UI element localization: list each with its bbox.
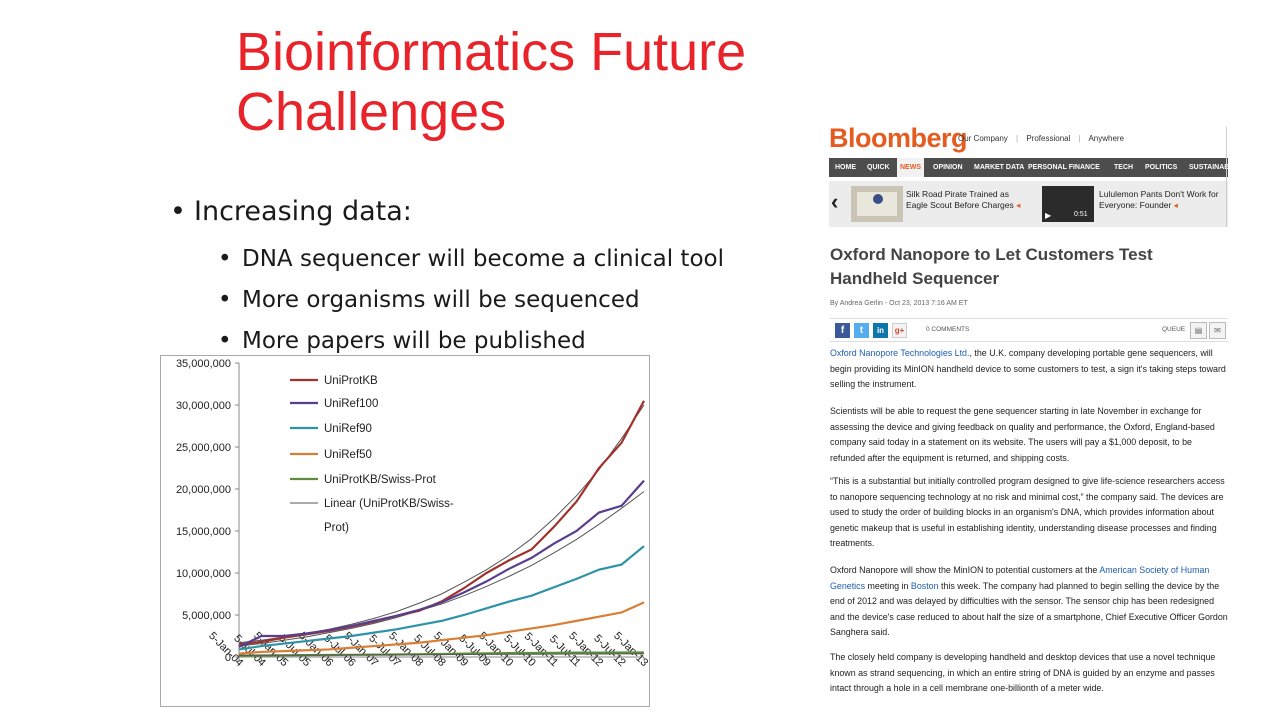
sub-bullet-text: More organisms will be sequenced — [242, 287, 640, 313]
story-link-1[interactable]: Silk Road Pirate Trained as Eagle Scout … — [906, 189, 1020, 211]
paragraph-text: Oxford Nanopore will show the MinION to … — [830, 565, 1100, 575]
story-1-line-2: Eagle Scout Before Charges — [906, 200, 1014, 210]
queue-button[interactable]: QUEUE — [1162, 326, 1186, 333]
legend-label: Prot) — [324, 522, 349, 534]
bloomberg-top-links: Our Company | Professional | Anywhere — [958, 134, 1130, 143]
story-carousel: ‹ Silk Road Pirate Trained as Eagle Scou… — [829, 181, 1228, 227]
slide-title-line-2: Challenges — [236, 82, 507, 142]
video-thumbnail[interactable]: ▶ 0:51 — [1042, 186, 1094, 222]
story-2-line-2: Everyone: Founder — [1099, 200, 1172, 210]
bullet-text: Increasing data: — [194, 196, 412, 227]
article-paragraph-5: The closely held company is developing h… — [830, 652, 1216, 693]
comments-link[interactable]: 0 COMMENTS — [926, 326, 970, 333]
legend-label: UniRef50 — [324, 449, 372, 461]
twitter-icon[interactable]: t — [854, 323, 869, 338]
linkedin-icon[interactable]: in — [873, 323, 888, 338]
story-link-2[interactable]: Lululemon Pants Don't Work for Everyone:… — [1099, 189, 1219, 211]
headline-line-2: Handheld Sequencer — [830, 269, 1000, 288]
nav-personal-finance[interactable]: PERSONAL FINANCE — [1028, 164, 1100, 171]
bullet-glyph: • — [218, 246, 232, 272]
y-tick-label: 10,000,000 — [176, 568, 231, 580]
legend-label: UniProtKB — [324, 375, 378, 387]
top-link[interactable]: Our Company — [958, 134, 1008, 143]
y-tick-label: 15,000,000 — [176, 526, 231, 538]
chart-svg: 35,000,000 30,000,000 25,000,000 20,000,000… — [176, 358, 650, 669]
facebook-icon[interactable]: f — [835, 323, 850, 338]
chart-border — [160, 355, 650, 707]
boston-link[interactable]: Boston — [910, 580, 939, 591]
legend-label: UniRef90 — [324, 423, 372, 435]
story-marker-icon: ◂ — [1173, 200, 1178, 210]
nav-opinion[interactable]: OPINION — [933, 164, 963, 171]
legend-label: UniProtKB/Swiss-Prot — [324, 474, 437, 486]
story-1-line-1: Silk Road Pirate Trained as — [906, 189, 1009, 199]
page-edge-rule — [1226, 127, 1227, 227]
bullet-glyph: • — [218, 287, 232, 313]
seal-icon — [873, 194, 883, 204]
nav-home[interactable]: HOME — [835, 164, 856, 171]
nav-market-data[interactable]: MARKET DATA — [974, 164, 1025, 171]
sub-bullet-text: More papers will be published — [242, 328, 586, 354]
bullet-glyph: • — [218, 328, 232, 354]
nav-politics[interactable]: POLITICS — [1145, 164, 1178, 171]
headline-line-1: Oxford Nanopore to Let Customers Test — [830, 245, 1153, 264]
top-link[interactable]: Professional — [1026, 134, 1071, 143]
series-line-3 — [238, 601, 645, 655]
ashg-link[interactable]: American Society of Human Genetics — [830, 565, 1210, 591]
article-paragraph-1: Oxford Nanopore Technologies Ltd., the U… — [830, 346, 1228, 393]
nav-tech[interactable]: TECH — [1114, 164, 1134, 171]
article-paragraph-4: Oxford Nanopore will show the MinION to … — [830, 563, 1228, 641]
article-paragraph-3: “This is a substantial but initially con… — [830, 476, 1225, 548]
uniprot-growth-chart: 35,000,000 30,000,000 25,000,000 20,000,000… — [160, 355, 650, 707]
nav-news[interactable]: NEWS — [897, 158, 924, 177]
article-headline: Oxford Nanopore to Let Customers Test Ha… — [830, 243, 1220, 291]
y-tick-label: 30,000,000 — [176, 400, 231, 412]
article-byline: By Andrea Gerlin - Oct 23, 2013 7:16 AM … — [830, 300, 968, 307]
bloomberg-logo[interactable]: Bloomberg — [829, 123, 968, 153]
carousel-prev-icon[interactable]: ‹ — [831, 189, 839, 214]
y-tick-label: 0 — [225, 652, 231, 664]
social-share-bar: f t in g+ 0 COMMENTS QUEUE ▤ ✉ — [830, 318, 1228, 342]
series-line-2 — [238, 545, 645, 651]
legend-label: UniRef100 — [324, 398, 378, 410]
top-link-separator: | — [1016, 134, 1019, 143]
google-plus-icon[interactable]: g+ — [892, 323, 907, 338]
y-tick-label: 5,000,000 — [182, 610, 231, 622]
legend-label: Linear (UniProtKB/Swiss- — [324, 498, 454, 510]
story-2-line-1: Lululemon Pants Don't Work for — [1099, 189, 1219, 199]
y-tick-label: 25,000,000 — [176, 442, 231, 454]
y-tick-label: 35,000,000 — [176, 358, 231, 370]
story-marker-icon: ◂ — [1016, 200, 1021, 210]
trendline — [238, 491, 645, 647]
top-link[interactable]: Anywhere — [1088, 134, 1125, 143]
print-icon[interactable]: ▤ — [1190, 322, 1207, 339]
series-line-5 — [238, 653, 645, 656]
nav-quick[interactable]: QUICK — [867, 164, 890, 171]
article-paragraph-2: Scientists will be able to request the g… — [830, 406, 1215, 463]
top-link-separator: | — [1078, 134, 1081, 143]
video-duration: 0:51 — [1074, 211, 1088, 218]
email-icon[interactable]: ✉ — [1209, 322, 1226, 339]
nav-sustainability[interactable]: SUSTAINAB — [1189, 164, 1228, 171]
story-thumbnail-1[interactable] — [851, 186, 903, 222]
company-link[interactable]: Oxford Nanopore Technologies Ltd. — [830, 348, 970, 358]
slide-title-line-1: Bioinformatics Future — [236, 22, 747, 82]
sub-bullet-text: DNA sequencer will become a clinical too… — [242, 246, 724, 272]
bloomberg-article: Bloomberg Our Company | Professional | A… — [816, 115, 1228, 703]
series-line-1 — [238, 479, 645, 648]
play-icon[interactable]: ▶ — [1045, 211, 1052, 220]
y-tick-label: 20,000,000 — [176, 484, 231, 496]
slide-title: Bioinformatics Future Challenges — [236, 22, 836, 142]
bullet-glyph: • — [170, 196, 186, 227]
bloomberg-nav-bar: HOME QUICK NEWS OPINION MARKET DATA PERS… — [829, 158, 1228, 177]
paragraph-text: this week. The company had planned to be… — [830, 580, 1228, 638]
paragraph-text: , the U.K. company developing portable g… — [830, 348, 1226, 389]
paragraph-text: meeting in — [865, 580, 911, 591]
